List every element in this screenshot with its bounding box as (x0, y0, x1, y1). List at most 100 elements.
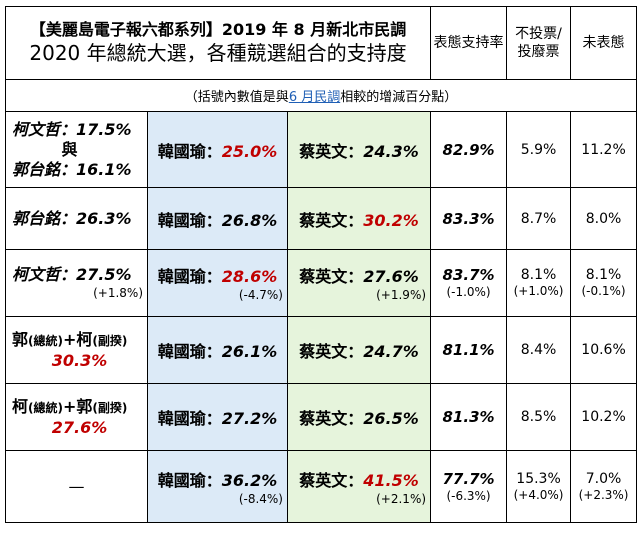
support-cell: 83.3% (430, 187, 508, 250)
cand-line: 與 (61, 139, 78, 159)
cand-line: 郭台銘：16.1% (12, 159, 132, 179)
tsai-change: (+2.1%) (376, 491, 427, 506)
tsai-cell: 蔡英文：24.3% (286, 111, 432, 188)
han-value: 36.2% (221, 470, 278, 490)
tsai-label: 蔡英文： (299, 141, 364, 161)
novote-cell: 5.9% (506, 111, 572, 188)
cand-change: (+1.8%) (93, 286, 143, 300)
tsai-value: 24.7% (363, 342, 419, 361)
novote-cell: 8.7% (506, 187, 572, 250)
tsai-label: 蔡英文： (299, 342, 364, 361)
novote-value: 8.1% (520, 267, 557, 283)
candidate-cell: 柯文哲：17.5% 與 郭台銘：16.1% (5, 111, 148, 188)
han-cell: 韓國瑜：28.6% (-4.7%) (147, 249, 288, 317)
combo-b-role: (副揆) (92, 400, 128, 415)
novote-change: (+1.0%) (513, 284, 564, 298)
han-cell: 韓國瑜：26.1% (147, 316, 288, 384)
table-row: 柯文哲：27.5% (+1.8%) 韓國瑜：28.6% (-4.7%) 蔡英文：… (5, 249, 638, 317)
undecided-cell: 10.6% (570, 316, 638, 384)
tsai-change: (+1.9%) (376, 288, 427, 302)
han-cell: 韓國瑜：25.0% (147, 111, 288, 188)
han-cell: 韓國瑜：36.2% (-8.4%) (147, 450, 288, 523)
han-value: 26.8% (221, 210, 278, 230)
undecided-cell: 11.2% (570, 111, 638, 188)
candidate-cell: 柯(總統)+郭(副揆) 27.6% (5, 383, 148, 451)
support-cell: 81.3% (430, 383, 508, 451)
combo-b-role: (副揆) (92, 333, 128, 348)
col-header-novote: 不投票/ 投廢票 (506, 6, 572, 80)
candidate-cell: 柯文哲：27.5% (+1.8%) (5, 249, 148, 317)
support-change: (-6.3%) (446, 488, 491, 503)
han-value: 27.2% (221, 409, 278, 428)
table-row: 郭台銘：26.3% 韓國瑜：26.8% 蔡英文：30.2% 83.3% 8.7%… (5, 187, 638, 250)
combo-b: +郭 (63, 396, 93, 416)
candidate-cell: 郭(總統)+柯(副揆) 30.3% (5, 316, 148, 384)
combo-value: 30.3% (51, 350, 108, 370)
support-cell: 77.7% (-6.3%) (430, 450, 508, 523)
novote-cell: 8.5% (506, 383, 572, 451)
cand-line: 柯文哲：17.5% (12, 119, 132, 139)
support-cell: 82.9% (430, 111, 508, 188)
han-cell: 韓國瑜：27.2% (147, 383, 288, 451)
col-header-novote-line1: 不投票/ (515, 26, 562, 42)
han-label: 韓國瑜： (157, 267, 222, 286)
support-value: 83.7% (442, 266, 495, 284)
tsai-value: 24.3% (363, 141, 419, 161)
han-label: 韓國瑜： (157, 141, 222, 161)
tsai-cell: 蔡英文：30.2% (286, 187, 432, 250)
note-suffix: 相較的增減百分點） (340, 90, 458, 105)
han-change: (-4.7%) (238, 288, 283, 302)
tsai-cell: 蔡英文：27.6% (+1.9%) (286, 249, 432, 317)
novote-value: 15.3% (516, 470, 561, 487)
note-highlight: 6 月民調 (288, 90, 341, 105)
han-value: 25.0% (221, 141, 278, 161)
support-value: 77.7% (442, 469, 495, 488)
candidate-cell: — (5, 450, 148, 523)
note-prefix: （括號內數值是與 (184, 90, 289, 105)
undecided-change: (+2.3%) (578, 487, 629, 502)
tsai-value: 26.5% (363, 409, 419, 428)
cand-line: — (68, 477, 85, 496)
poll-table-container: 【美麗島電子報六都系列】2019 年 8 月新北市民調 2020 年總統大選，各… (4, 6, 638, 531)
novote-change: (+4.0%) (513, 487, 564, 502)
han-value: 26.1% (221, 342, 278, 361)
table-row: 柯(總統)+郭(副揆) 27.6% 韓國瑜：27.2% 蔡英文：26.5% 81… (5, 383, 638, 451)
han-label: 韓國瑜： (157, 470, 222, 490)
undecided-cell: 7.0% (+2.3%) (570, 450, 638, 523)
cand-line: 郭台銘：26.3% (12, 208, 132, 228)
novote-cell: 8.4% (506, 316, 572, 384)
col-header-undecided: 未表態 (570, 6, 638, 80)
tsai-value: 30.2% (363, 210, 419, 230)
undecided-change: (-0.1%) (581, 284, 626, 298)
title-line-2: 2020 年總統大選，各種競選組合的支持度 (29, 41, 407, 65)
poll-table: 【美麗島電子報六都系列】2019 年 8 月新北市民調 2020 年總統大選，各… (4, 6, 638, 523)
candidate-cell: 郭台銘：26.3% (5, 187, 148, 250)
undecided-cell: 8.1% (-0.1%) (570, 249, 638, 317)
tsai-label: 蔡英文： (299, 267, 364, 286)
col-header-novote-line2: 投廢票 (517, 44, 560, 60)
novote-cell: 8.1% (+1.0%) (506, 249, 572, 317)
title-line-1: 【美麗島電子報六都系列】2019 年 8 月新北市民調 (29, 20, 407, 39)
combo-b: +柯 (63, 329, 93, 349)
tsai-label: 蔡英文： (299, 409, 364, 428)
support-cell: 83.7% (-1.0%) (430, 249, 508, 317)
table-title: 【美麗島電子報六都系列】2019 年 8 月新北市民調 2020 年總統大選，各… (4, 6, 432, 80)
combo-a-role: (總統) (28, 400, 63, 415)
table-row: 柯文哲：17.5% 與 郭台銘：16.1% 韓國瑜：25.0% 蔡英文：24.3… (5, 111, 638, 188)
cand-line: 柯文哲：27.5% (12, 265, 132, 284)
support-change: (-1.0%) (446, 285, 491, 299)
han-value: 28.6% (221, 267, 278, 286)
tsai-cell: 蔡英文：24.7% (286, 316, 432, 384)
combo-a-role: (總統) (28, 333, 63, 348)
tsai-cell: 蔡英文：26.5% (286, 383, 432, 451)
tsai-label: 蔡英文： (299, 210, 364, 230)
table-note: （括號內數值是與6 月民調相較的增減百分點） (4, 79, 638, 112)
han-label: 韓國瑜： (157, 210, 222, 230)
undecided-value: 7.0% (585, 470, 622, 487)
combo-a: 郭 (12, 329, 29, 349)
table-row: — 韓國瑜：36.2% (-8.4%) 蔡英文：41.5% (+2.1%) 77… (5, 450, 638, 523)
col-header-support: 表態支持率 (430, 6, 508, 80)
support-cell: 81.1% (430, 316, 508, 384)
han-label: 韓國瑜： (157, 409, 222, 428)
combo-a: 柯 (12, 396, 29, 416)
